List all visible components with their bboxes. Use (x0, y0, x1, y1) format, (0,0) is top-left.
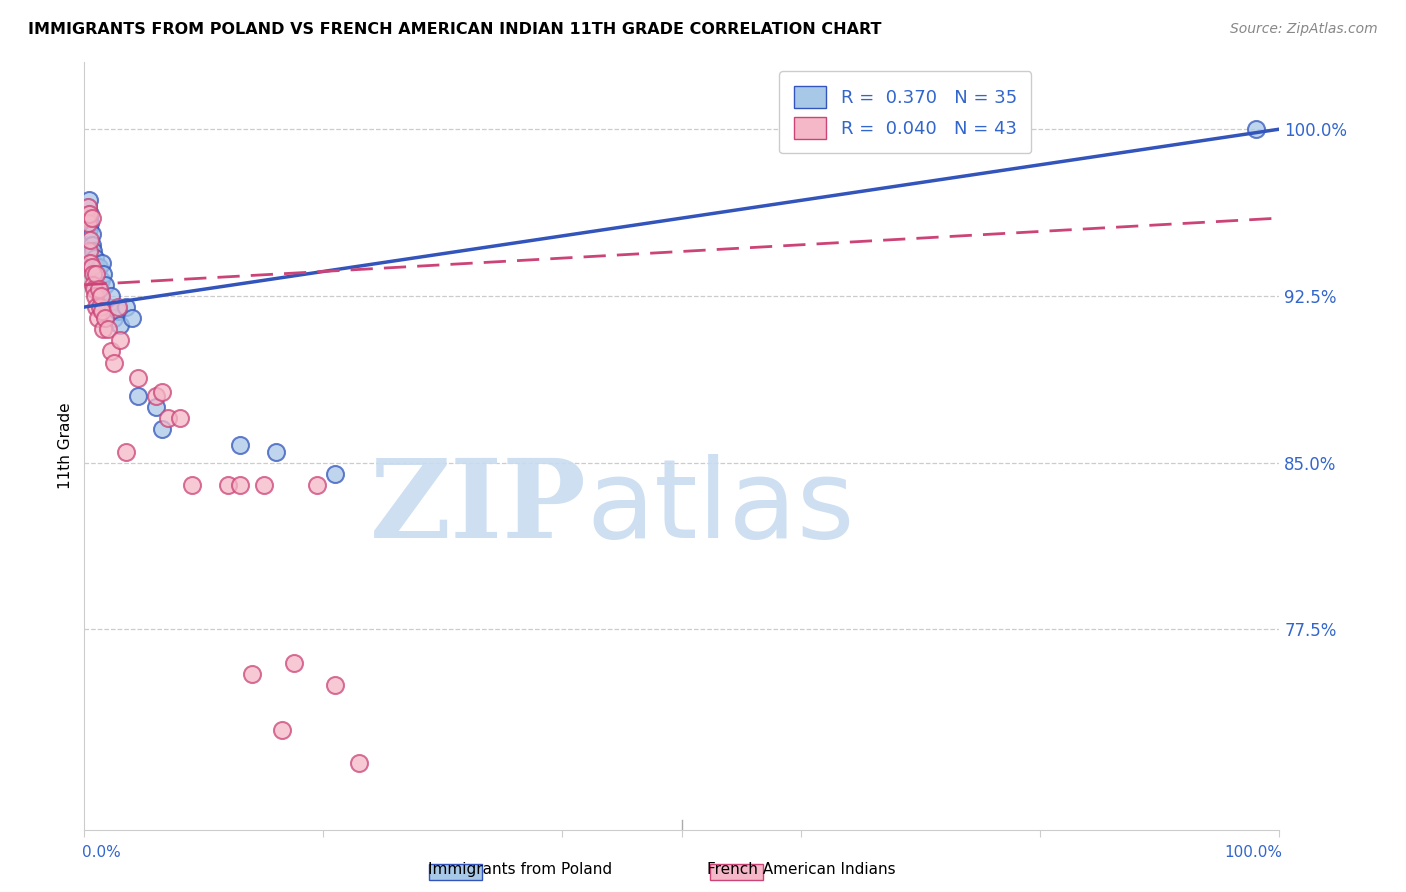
Point (80, 237, 103, 252)
Point (77, 244, 100, 259)
Point (77, 200, 100, 214)
Point (87, 282, 110, 296)
Y-axis label: 11th Grade: 11th Grade (58, 402, 73, 490)
Point (127, 371, 149, 385)
Point (270, 723, 292, 737)
Point (100, 289, 122, 303)
Point (103, 311, 125, 326)
Point (77, 207, 100, 221)
Point (77, 194, 100, 208)
Point (86, 267, 108, 281)
Point (82, 244, 104, 259)
Point (93, 322, 115, 336)
Legend: R =  0.370   N = 35, R =  0.040   N = 43: R = 0.370 N = 35, R = 0.040 N = 43 (779, 71, 1032, 153)
Point (121, 311, 143, 326)
Text: Immigrants from Poland: Immigrants from Poland (429, 863, 612, 877)
Point (80, 227, 103, 241)
Point (93, 267, 115, 281)
Point (181, 478, 204, 492)
Point (86, 282, 108, 296)
Text: French American Indians: French American Indians (707, 863, 896, 877)
Point (93, 311, 115, 326)
Point (77, 222, 100, 236)
Point (79, 207, 101, 221)
Point (107, 300, 129, 314)
Point (90, 273, 112, 287)
Point (86, 311, 108, 326)
Point (325, 467, 347, 481)
Point (89, 289, 111, 303)
Text: IMMIGRANTS FROM POLAND VS FRENCH AMERICAN INDIAN 11TH GRADE CORRELATION CHART: IMMIGRANTS FROM POLAND VS FRENCH AMERICA… (28, 22, 882, 37)
Point (127, 389, 149, 403)
Point (86, 277, 108, 292)
Point (76, 211, 98, 225)
Point (82, 267, 104, 281)
Point (145, 400, 167, 414)
Point (97, 300, 120, 314)
Point (307, 478, 329, 492)
Point (82, 255, 104, 269)
Point (115, 300, 138, 314)
Point (97, 322, 120, 336)
Point (264, 444, 287, 458)
Point (79, 255, 101, 269)
Text: 0.0%: 0.0% (82, 845, 121, 860)
Point (84, 289, 107, 303)
Text: Source: ZipAtlas.com: Source: ZipAtlas.com (1230, 22, 1378, 37)
Text: atlas: atlas (586, 454, 855, 561)
Point (110, 334, 132, 348)
Point (91, 255, 114, 269)
Point (79, 233, 101, 247)
Point (77, 215, 100, 229)
Point (349, 756, 371, 770)
Point (240, 667, 263, 681)
Point (150, 384, 173, 399)
Point (107, 304, 129, 318)
Point (76, 211, 98, 225)
Point (77, 200, 100, 214)
Point (115, 444, 138, 458)
Point (82, 277, 104, 292)
Point (217, 478, 239, 492)
Point (110, 318, 132, 332)
Point (150, 422, 173, 436)
Point (87, 260, 110, 274)
Point (100, 344, 122, 359)
Point (89, 300, 111, 314)
Point (83, 282, 105, 296)
Point (325, 678, 347, 692)
Point (103, 356, 125, 370)
Point (86, 260, 108, 274)
Point (86, 300, 108, 314)
Point (93, 277, 115, 292)
Point (80, 260, 103, 274)
Text: 100.0%: 100.0% (1223, 845, 1282, 860)
Point (83, 267, 105, 281)
Point (79, 215, 101, 229)
Point (90, 289, 112, 303)
Point (1244, 122, 1267, 136)
Point (253, 478, 276, 492)
Point (283, 656, 305, 670)
Point (229, 478, 252, 492)
Point (169, 411, 191, 425)
Point (229, 438, 252, 452)
Text: ZIP: ZIP (370, 454, 586, 561)
Point (145, 389, 167, 403)
Point (80, 211, 103, 225)
Point (84, 251, 107, 265)
Point (157, 411, 180, 425)
Point (91, 304, 114, 318)
